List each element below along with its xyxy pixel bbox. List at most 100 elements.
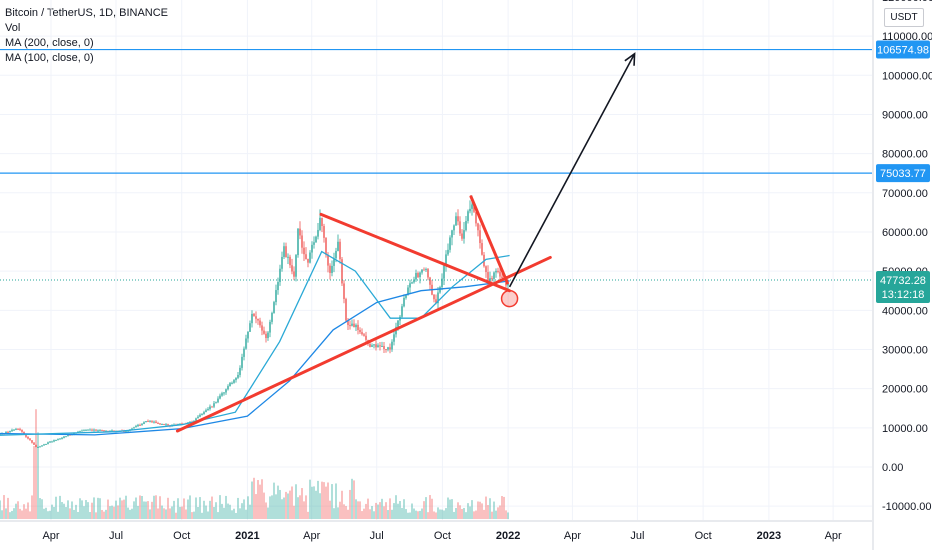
volume-bar	[435, 512, 437, 519]
volume-bar	[493, 501, 495, 519]
volume-bar	[73, 509, 75, 519]
candle-body	[351, 323, 353, 326]
volume-bar	[1, 510, 3, 519]
candle-body	[65, 436, 67, 438]
volume-bar	[393, 503, 395, 519]
volume-bar	[497, 507, 499, 519]
candle-body	[195, 418, 197, 421]
volume-bar	[133, 501, 135, 519]
volume-bar	[63, 503, 65, 519]
volume-bar	[131, 508, 133, 519]
volume-bar	[39, 498, 41, 519]
volume-bar	[357, 501, 359, 519]
candle-body	[273, 302, 275, 313]
volume-bar	[319, 493, 321, 519]
x-tick-label: Apr	[825, 530, 842, 542]
pattern-drawings[interactable]	[175, 52, 636, 433]
candle-body	[377, 345, 379, 348]
volume-bar	[101, 509, 103, 519]
legend-ma200[interactable]: MA (200, close, 0)	[5, 37, 94, 49]
volume-bar	[329, 500, 331, 519]
candle-body	[213, 403, 215, 407]
candle-body	[319, 217, 321, 230]
candle-body	[281, 256, 283, 269]
horizontal-levels[interactable]	[0, 48, 872, 281]
candle-body	[143, 422, 145, 424]
candle-body	[339, 241, 341, 260]
volume-bar	[401, 507, 403, 519]
volume-bar	[283, 497, 285, 519]
volume-bar	[315, 490, 317, 519]
candle-body	[415, 272, 417, 280]
time-axis[interactable]: Apr Jul Oct 2021 Apr Jul Oct 2022 Apr Jul Oct 2023 A…	[0, 520, 872, 542]
volume-bar	[417, 511, 419, 519]
volume-bar	[455, 508, 457, 519]
chart-legend: Bitcoin / TetherUS, 1D, BINANCE Vol MA (…	[5, 6, 168, 66]
volume-bar	[369, 509, 371, 519]
candle-body	[287, 256, 289, 258]
price-axis[interactable]: 120000.00 110000.00 100000.00 90000.00 80000…	[872, 0, 932, 550]
candle-body	[457, 216, 459, 222]
volume-bar	[287, 493, 289, 519]
candle-body	[275, 290, 277, 303]
candle-body	[165, 424, 167, 426]
candle-body	[35, 444, 37, 448]
candle-body	[327, 254, 329, 266]
candle-body	[137, 424, 139, 427]
candle-body	[401, 306, 403, 317]
candle-body	[265, 333, 267, 339]
projection-arrow-head	[624, 52, 636, 66]
volume-bar	[23, 504, 25, 519]
volume-bar	[385, 502, 387, 519]
volume-bar	[167, 497, 169, 519]
candle-body	[27, 436, 29, 439]
volume-bar	[487, 505, 489, 519]
volume-bar	[121, 500, 123, 519]
candle-body	[19, 428, 21, 430]
volume-bar	[413, 508, 415, 519]
candle-body	[331, 265, 333, 273]
currency-label[interactable]: USDT	[884, 8, 924, 27]
x-tick-label: Oct	[434, 530, 451, 542]
candle-body	[455, 216, 457, 226]
volume-bar	[293, 505, 295, 519]
volume-bar	[345, 506, 347, 519]
candle-body	[247, 331, 249, 339]
volume-bar	[51, 504, 53, 519]
volume-bar	[185, 509, 187, 519]
volume-bar	[419, 510, 421, 519]
legend-vol[interactable]: Vol	[5, 22, 21, 34]
volume-bar	[505, 510, 507, 519]
volume-bar	[375, 502, 377, 519]
volume-bar	[181, 506, 183, 519]
volume-bar	[29, 511, 31, 519]
volume-bar	[153, 495, 155, 519]
level-price-tag	[876, 40, 930, 59]
candle-body	[7, 431, 9, 433]
volume-bar	[195, 497, 197, 519]
y-tick-label: -10000.00	[882, 501, 932, 513]
volume-bar	[83, 506, 85, 519]
legend-ma100[interactable]: MA (100, close, 0)	[5, 52, 94, 64]
volume-bar	[247, 496, 249, 519]
candle-body	[157, 423, 159, 425]
volume-bar	[331, 484, 333, 519]
candle-body	[147, 421, 149, 423]
candle-body	[293, 271, 295, 277]
candle-body	[389, 347, 391, 350]
volume-bar	[259, 484, 261, 519]
volume-bar	[257, 480, 259, 519]
volume-bar	[303, 501, 305, 519]
volume-bar	[223, 507, 225, 519]
candle-body	[417, 272, 419, 278]
y-tick-label: 100000.00	[882, 70, 932, 82]
volume-bar	[93, 497, 95, 519]
candle-body	[203, 412, 205, 415]
volume-bar	[377, 504, 379, 519]
volume-bar	[447, 497, 449, 519]
volume-bar	[15, 503, 17, 519]
volume-bar	[305, 495, 307, 519]
legend-symbol[interactable]: Bitcoin / TetherUS, 1D, BINANCE	[5, 7, 169, 19]
candle-body	[55, 440, 57, 442]
